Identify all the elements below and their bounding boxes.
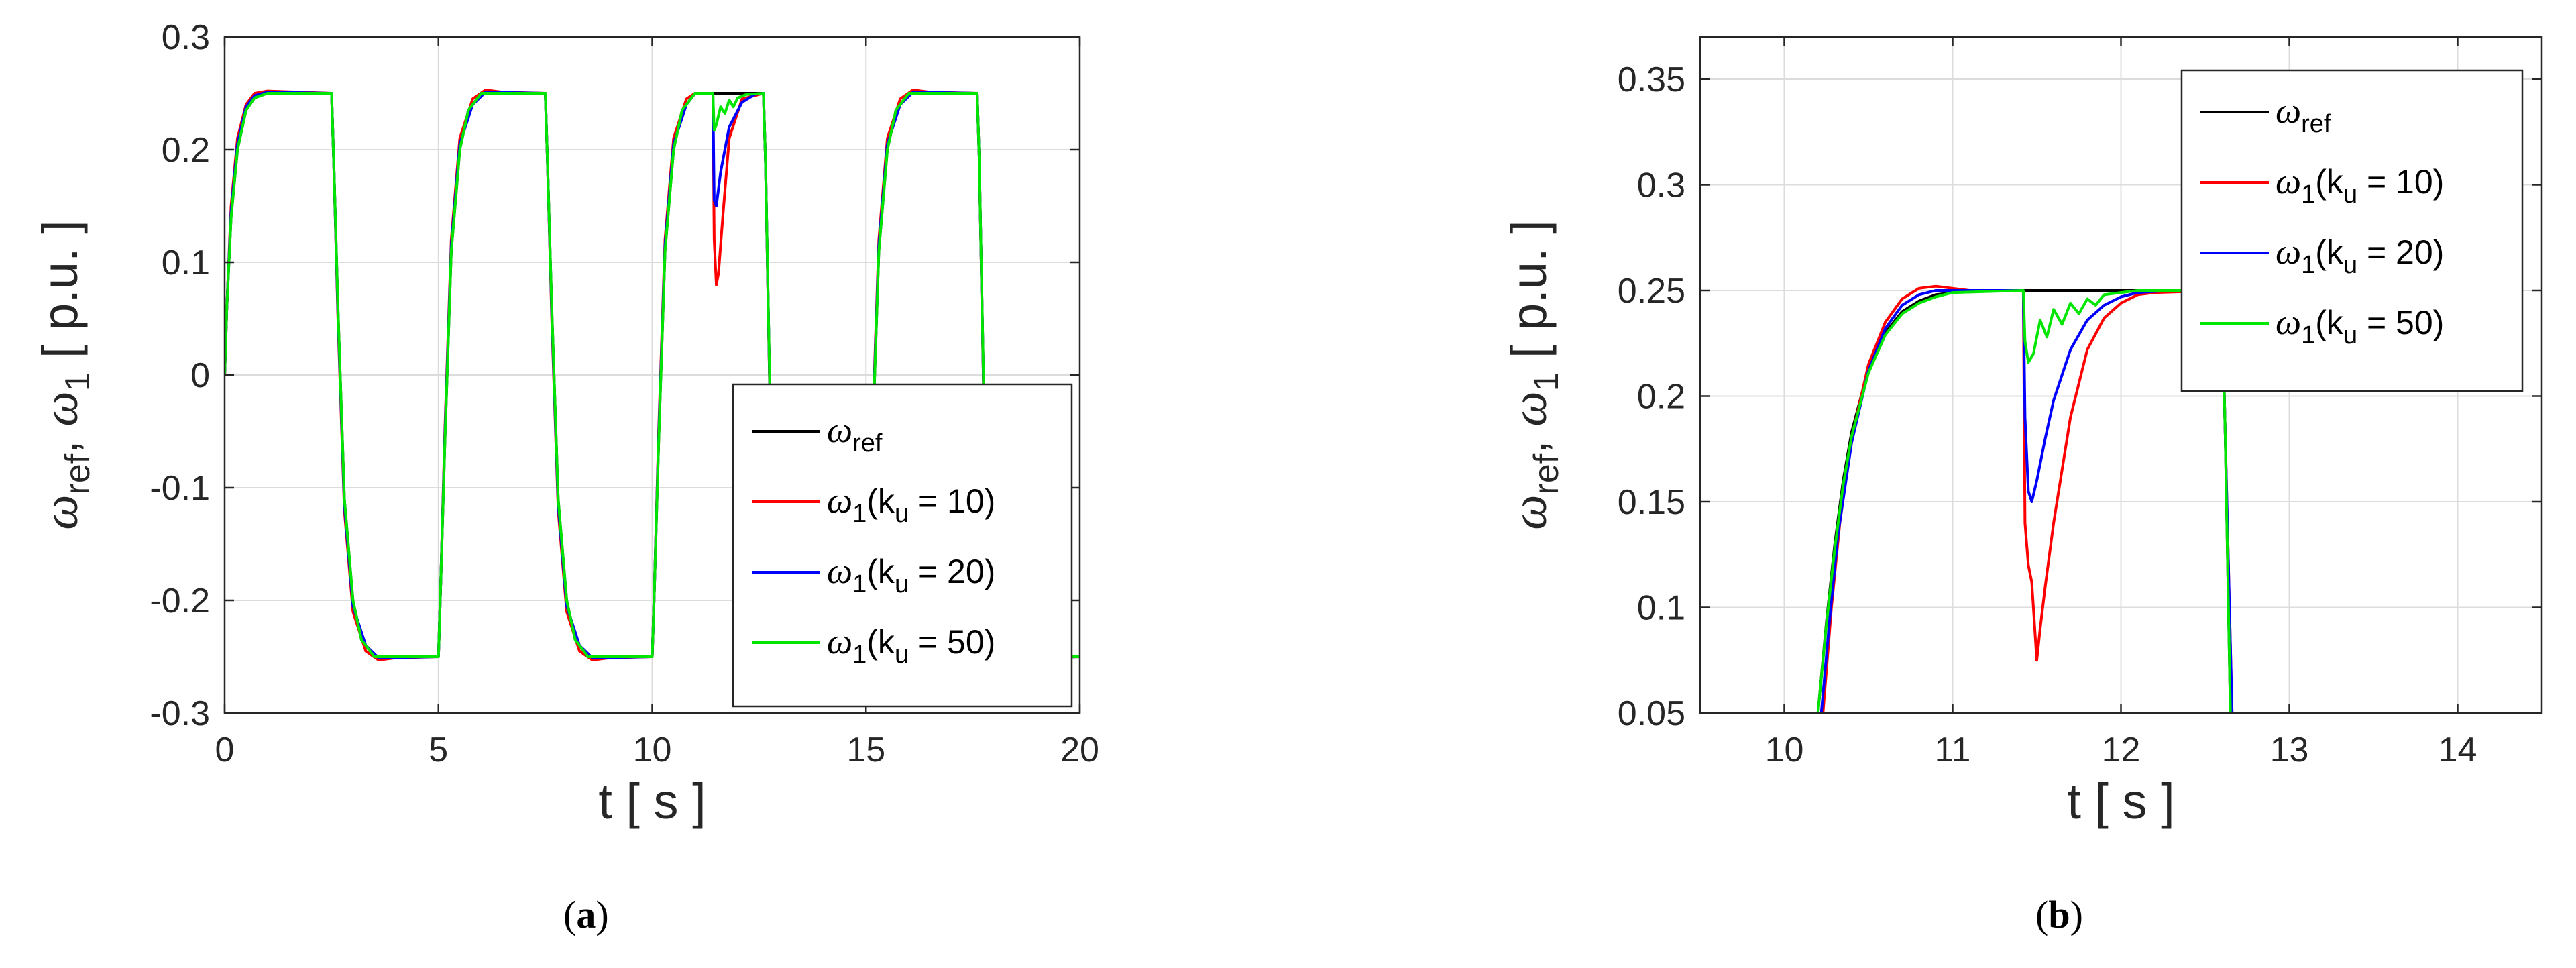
y-tick-label: 0.2: [162, 131, 210, 170]
panel-caption-b: (b): [2035, 893, 2083, 936]
x-tick-label: 13: [2270, 731, 2309, 769]
chart-panel-b: 10 11 12 13 14 0.05 0.1 0.15 0.2 0.25 0.3 0.35 t [ s…: [1501, 36, 2543, 829]
y-tick-label: 0.1: [162, 244, 210, 282]
x-tick-label: 14: [2439, 731, 2477, 769]
legend-entry-0: ωref: [2276, 91, 2331, 138]
y-tick-label: 0.25: [1618, 272, 1685, 311]
series-line-3: [1816, 289, 2232, 713]
x-tick-label: 15: [846, 731, 885, 769]
legend-entry-2: ω1(ku = 20): [2276, 231, 2444, 279]
y-tick-label: 0.3: [162, 18, 210, 57]
y-axis-label: ωref, ω1 [ p.u. ]: [1501, 220, 1566, 529]
x-tick-label: 12: [2102, 731, 2141, 769]
y-tick-label: -0.1: [150, 469, 210, 508]
x-tick-label: 20: [1060, 731, 1099, 769]
x-axis-label: t [ s ]: [598, 773, 706, 829]
series-line-3: [225, 92, 1080, 658]
y-tick-label: 0.2: [1637, 378, 1685, 417]
x-tick-label: 10: [1765, 731, 1804, 769]
x-tick-label: 0: [215, 731, 235, 769]
legend-entry-3: ω1(ku = 50): [2276, 302, 2444, 349]
x-tick-label: 11: [1935, 731, 1971, 769]
y-tick-label: -0.2: [150, 582, 210, 621]
legend-entry-0: ωref: [827, 410, 883, 458]
series-group: [1816, 284, 2234, 713]
y-tick-label: 0.15: [1618, 483, 1685, 522]
x-tick-label: 10: [633, 731, 672, 769]
legend-box: [732, 383, 1073, 708]
legend: ωref ω1(ku = 10) ω1(ku = 20) ω1(ku = 50): [732, 383, 1073, 708]
legend-box: [2180, 69, 2524, 392]
legend-entry-3: ω1(ku = 50): [827, 621, 995, 669]
legend-entry-1: ω1(ku = 10): [2276, 161, 2444, 209]
y-axis-label: ωref, ω1 [ p.u. ]: [32, 220, 97, 529]
series-group: [225, 89, 1080, 661]
y-tick-label: 0.3: [1637, 166, 1685, 205]
panel-caption-a: (a): [563, 893, 609, 936]
y-tick-label: 0.35: [1618, 60, 1685, 99]
legend: ωref ω1(ku = 10) ω1(ku = 20) ω1(ku = 50): [2180, 69, 2524, 392]
y-tick-label: 0.1: [1637, 589, 1685, 628]
x-axis-label: t [ s ]: [2067, 773, 2174, 829]
y-tick-label: -0.3: [150, 694, 210, 733]
chart-panel-a: 0 5 10 15 20 -0.3 -0.2 -0.1 0 0.1 0.2 0.3 t [ s ] ωre…: [32, 18, 1099, 829]
legend-entry-1: ω1(ku = 10): [827, 480, 995, 528]
legend-entry-2: ω1(ku = 20): [827, 551, 995, 598]
series-line-1: [1822, 284, 2234, 713]
y-tick-label: 0: [190, 356, 210, 395]
x-tick-label: 5: [429, 731, 448, 769]
y-tick-label: 0.05: [1618, 694, 1685, 733]
